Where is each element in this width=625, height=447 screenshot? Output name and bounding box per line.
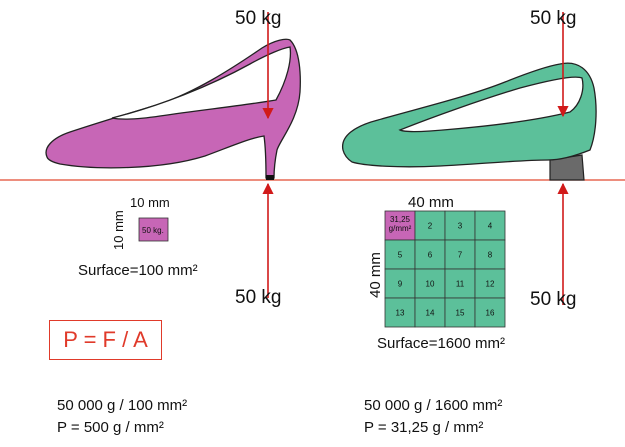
first-cell-label: g/mm² <box>389 224 412 233</box>
grid-cell <box>384 239 416 270</box>
grid-cell-number: 5 <box>398 251 403 260</box>
grid-cell <box>444 268 476 299</box>
grid-cell-number: 3 <box>458 222 463 231</box>
grid-cell-number: 9 <box>398 280 403 289</box>
left-calculation: 50 000 g / 100 mm² P = 500 g / mm² <box>57 395 187 439</box>
first-cell-label: 31,25 <box>390 215 411 224</box>
heel-tip <box>266 175 274 180</box>
formula-text: P = F / A <box>63 327 148 352</box>
grid-cell <box>414 210 446 241</box>
grid-cell-number: 14 <box>426 309 435 318</box>
grid-cell <box>414 297 446 328</box>
grid-cell <box>384 268 416 299</box>
right-calculation: 50 000 g / 1600 mm² P = 31,25 g / mm² <box>364 395 502 439</box>
left-contact-square <box>138 217 169 242</box>
contact-grid: 31,25g/mm² 2 3 4 5 6 7 8 9 10 11 12 13 14 15 16 <box>384 210 506 328</box>
grid-cell <box>474 268 506 299</box>
right-force-top-label: 50 kg <box>530 8 576 29</box>
grid-cell <box>414 268 446 299</box>
grid-cell <box>444 239 476 270</box>
right-surface-label: Surface=1600 mm² <box>377 335 505 352</box>
right-width-label: 40 mm <box>408 194 454 211</box>
grid-cell-number: 7 <box>458 251 463 260</box>
grid-cell-number: 16 <box>486 309 495 318</box>
right-calc-line1: 50 000 g / 1600 mm² <box>364 397 503 414</box>
grid-cell <box>474 210 506 241</box>
right-height-label: 40 mm <box>367 252 384 298</box>
grid-cell-number: 11 <box>456 280 465 289</box>
grid-cell-number: 12 <box>486 280 495 289</box>
grid-cell-number: 13 <box>396 309 405 318</box>
grid-cell-number: 2 <box>428 222 433 231</box>
left-surface-label: Surface=100 mm² <box>78 262 198 279</box>
grid-cell <box>474 297 506 328</box>
left-square-label: 50 kg. <box>142 226 164 235</box>
grid-cell-number: 4 <box>488 222 493 231</box>
high-heel-shoe <box>45 38 301 180</box>
high-heel-opening <box>111 46 292 120</box>
grid-cell-number: 10 <box>426 280 435 289</box>
grid-cell <box>444 210 476 241</box>
left-height-label: 10 mm <box>111 210 126 250</box>
left-calc-line2: P = 500 g / mm² <box>57 419 164 436</box>
left-calc-line1: 50 000 g / 100 mm² <box>57 397 188 414</box>
left-force-bottom-label: 50 kg <box>235 287 281 308</box>
left-width-label: 10 mm <box>130 195 170 210</box>
formula-box: P = F / A <box>49 320 162 360</box>
low-heel-opening <box>398 76 584 133</box>
left-force-top-label: 50 kg <box>235 8 281 29</box>
grid-cell-number: 6 <box>428 251 433 260</box>
grid-cell-number: 8 <box>488 251 493 260</box>
grid-cell <box>444 297 476 328</box>
right-calc-line2: P = 31,25 g / mm² <box>364 419 484 436</box>
low-heel-shoe <box>342 62 597 181</box>
right-force-bottom-label: 50 kg <box>530 289 576 310</box>
grid-cell-number: 15 <box>456 309 465 318</box>
